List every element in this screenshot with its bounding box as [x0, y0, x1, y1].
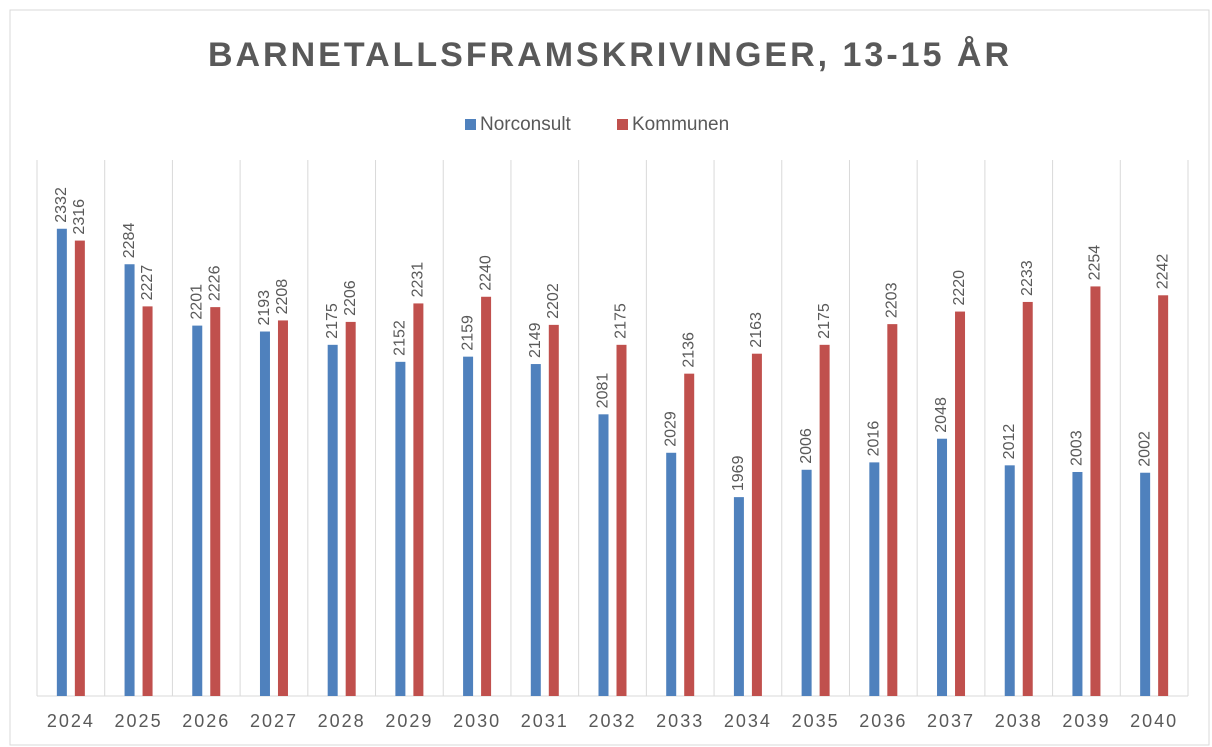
bar	[616, 344, 627, 696]
bar	[1072, 471, 1083, 696]
data-label: 2175	[816, 303, 833, 339]
bar	[887, 324, 898, 696]
x-tick-label: 2029	[385, 711, 433, 731]
data-label: 2208	[274, 279, 291, 315]
data-label: 2152	[392, 320, 409, 356]
data-label: 2240	[477, 255, 494, 291]
data-label: 2149	[527, 322, 544, 358]
bar	[345, 321, 356, 696]
x-tick-label: 2024	[47, 711, 95, 731]
bar	[56, 228, 67, 696]
bar	[937, 438, 948, 696]
data-label: 2202	[545, 283, 562, 319]
data-label: 2231	[410, 262, 427, 298]
bar	[530, 364, 541, 696]
data-label: 2016	[866, 421, 883, 457]
bar	[598, 414, 609, 696]
bar	[413, 303, 424, 696]
x-tick-label: 2038	[995, 711, 1043, 731]
data-label: 2048	[933, 397, 950, 433]
legend-label: Kommunen	[632, 114, 729, 135]
data-label: 2193	[256, 290, 273, 326]
x-tick-label: 2035	[792, 711, 840, 731]
bar	[869, 462, 880, 696]
data-label: 2206	[342, 280, 359, 316]
x-tick-label: 2028	[318, 711, 366, 731]
bar	[955, 311, 966, 696]
data-label: 2226	[206, 265, 223, 301]
bar	[463, 356, 474, 696]
data-label: 2002	[1136, 431, 1153, 467]
x-tick-label: 2033	[656, 711, 704, 731]
x-tick-label: 2027	[250, 711, 298, 731]
bar	[801, 469, 812, 696]
data-label: 1969	[730, 455, 747, 491]
bar	[142, 306, 153, 696]
bar	[74, 240, 85, 696]
bar	[210, 307, 221, 696]
bar	[1022, 301, 1033, 696]
data-label: 2175	[324, 303, 341, 339]
data-label: 2136	[680, 332, 697, 368]
x-tick-label: 2025	[115, 711, 163, 731]
data-label: 2284	[121, 223, 138, 259]
legend-swatch	[465, 119, 476, 130]
bar	[192, 325, 203, 696]
data-label: 2254	[1087, 245, 1104, 281]
x-tick-label: 2037	[927, 711, 975, 731]
data-label: 2163	[748, 312, 765, 348]
data-label: 2227	[139, 265, 156, 301]
x-tick-label: 2039	[1062, 711, 1110, 731]
x-tick-label: 2030	[453, 711, 501, 731]
legend-swatch	[617, 119, 628, 130]
x-tick-label: 2031	[521, 711, 569, 731]
data-label: 2233	[1019, 260, 1036, 296]
bar	[751, 353, 762, 696]
bar	[259, 331, 270, 696]
chart-title: BARNETALLSFRAMSKRIVINGER, 13-15 ÅR	[208, 36, 1012, 74]
bar	[684, 373, 695, 696]
x-tick-label: 2036	[859, 711, 907, 731]
data-label: 2242	[1154, 254, 1171, 290]
data-label: 2003	[1069, 430, 1086, 466]
bar	[666, 452, 677, 696]
data-label: 2175	[613, 303, 630, 339]
bar	[819, 344, 830, 696]
bar	[548, 324, 559, 696]
data-label: 2316	[71, 199, 88, 235]
legend-label: Norconsult	[480, 114, 572, 135]
bar	[1140, 472, 1151, 696]
bar	[1158, 295, 1169, 696]
bar	[481, 296, 492, 696]
x-tick-label: 2026	[182, 711, 230, 731]
bar	[124, 264, 135, 696]
x-tick-label: 2032	[588, 711, 636, 731]
bar	[277, 320, 288, 696]
data-label: 2201	[188, 284, 205, 320]
data-label: 2332	[53, 187, 70, 223]
bar	[327, 344, 338, 696]
data-label: 2081	[595, 373, 612, 409]
data-label: 2006	[798, 428, 815, 464]
data-label: 2029	[662, 411, 679, 447]
bar	[395, 361, 406, 696]
data-label: 2012	[1001, 424, 1018, 460]
x-tick-label: 2034	[724, 711, 772, 731]
bar	[1004, 465, 1015, 696]
x-tick-label: 2040	[1130, 711, 1178, 731]
data-label: 2220	[951, 270, 968, 306]
data-label: 2159	[459, 315, 476, 351]
bar	[1090, 286, 1101, 696]
bar	[733, 497, 744, 696]
data-label: 2203	[884, 282, 901, 318]
